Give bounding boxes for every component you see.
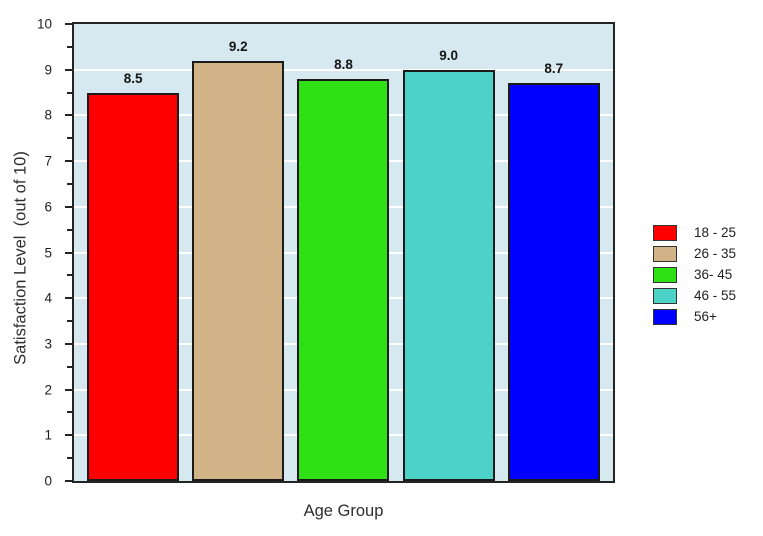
y-tick-label: 3 [44,336,52,352]
y-major-tick [65,388,72,391]
plot-area: 8.5 9.2 8.8 9.0 8.7 [65,22,615,483]
y-major-tick [65,297,72,300]
bar-value-label: 8.5 [123,70,143,86]
y-tick-label: 10 [36,16,52,32]
legend-swatch [653,245,677,262]
legend-swatch [653,308,677,325]
legend: 18 - 25 26 - 35 36- 45 46 - 55 56+ [653,222,736,327]
bar-group: 8.8 [297,56,390,481]
bar-group: 9.2 [192,38,285,481]
y-minor-tick [67,274,72,277]
bar-rect [507,83,600,481]
y-minor-tick [67,137,72,140]
bar-rect [192,60,285,481]
legend-swatch [653,224,677,241]
y-major-tick [65,160,72,163]
legend-label: 46 - 55 [694,288,737,303]
y-major-tick [65,205,72,208]
bar-value-label: 9.2 [228,38,248,54]
y-tick-labels: 0 1 2 3 4 5 6 7 8 9 10 [0,17,64,489]
y-major-tick [65,23,72,25]
y-minor-tick [67,45,72,48]
y-tick-label: 9 [44,62,52,78]
legend-row: 18 - 25 [653,222,736,243]
y-tick-label: 5 [44,245,52,260]
bar-group: 9.0 [402,47,495,481]
y-minor-tick [67,320,72,323]
y-tick-label: 0 [44,473,52,489]
bar-value-label: 9.0 [439,47,459,63]
y-major-tick [65,114,72,117]
y-major-tick [65,480,72,482]
y-minor-tick [67,365,72,368]
y-tick-label: 8 [44,107,52,123]
bar-rect [297,78,390,481]
legend-label: 36- 45 [694,267,733,282]
bar-group: 8.7 [507,60,600,481]
y-minor-tick [67,457,72,460]
legend-label: 18 - 25 [694,225,737,240]
bar-rect [87,92,180,481]
y-tick-label: 7 [44,153,52,169]
legend-row: 36- 45 [653,264,736,285]
y-minor-tick [67,182,72,185]
y-minor-tick [67,91,72,94]
y-major-tick [65,342,72,345]
y-major-tick [65,251,72,254]
bar-rect [402,69,495,481]
bar-value-label: 8.8 [334,56,353,72]
y-major-tick [65,434,72,437]
legend-row: 26 - 35 [653,243,736,264]
y-tick-label: 2 [44,382,52,398]
legend-row: 46 - 55 [653,285,736,306]
bar-group: 8.5 [87,70,180,481]
legend-label: 26 - 35 [694,246,737,261]
bar-value-label: 8.7 [544,61,564,77]
gridline [74,68,613,71]
y-tick-label: 4 [44,290,52,306]
legend-label: 56+ [694,309,717,324]
y-minor-tick [67,411,72,414]
bars-layer: 8.5 9.2 8.8 9.0 8.7 [74,24,613,481]
legend-row: 56+ [653,306,736,327]
legend-swatch [653,287,677,304]
legend-swatch [653,266,677,283]
y-major-tick [65,68,72,71]
y-tick-label: 1 [44,427,52,443]
y-minor-tick [67,228,72,231]
x-axis-title: Age Group [303,502,384,520]
y-tick-label: 6 [44,199,52,215]
